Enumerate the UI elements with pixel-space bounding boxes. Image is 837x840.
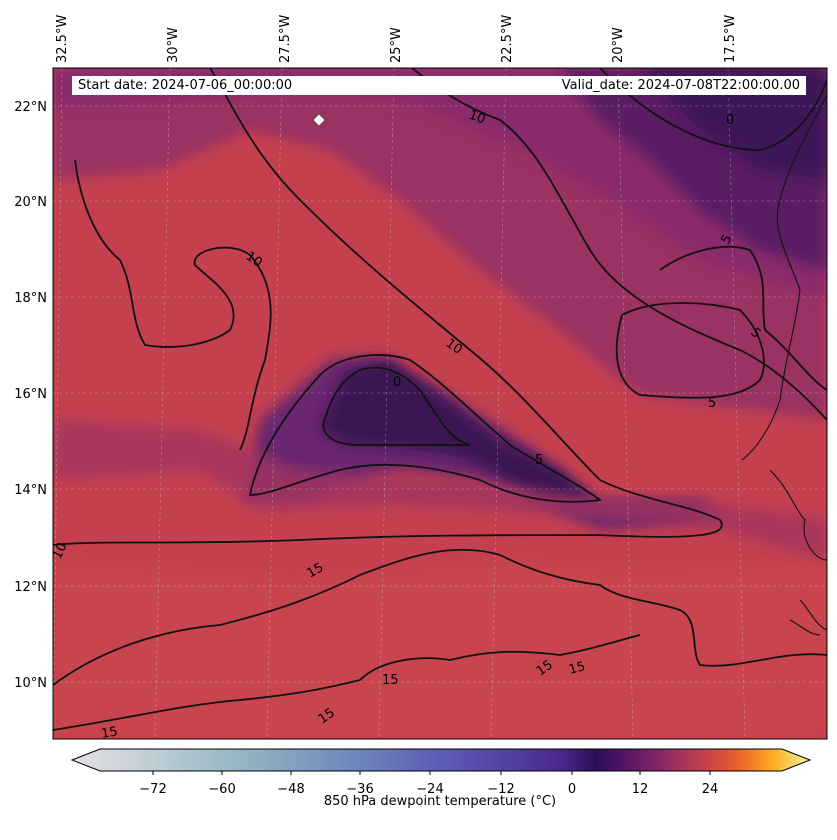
lon-label: 22.5°W (500, 15, 515, 63)
lon-label: 20°W (611, 27, 626, 63)
colorbar-tick-label: 0 (568, 782, 576, 797)
colorbar-tick-label: −48 (277, 782, 304, 797)
colorbar-tick-label: −36 (346, 782, 373, 797)
contour-label: 10 (50, 540, 71, 561)
latitude-labels: 22°N 20°N 18°N 16°N 14°N 12°N 10°N (14, 100, 47, 691)
lon-label: 32.5°W (55, 15, 70, 63)
map-frame (52, 67, 828, 740)
start-date-text: Start date: 2024-07-06_00:00:00 (78, 78, 293, 93)
colorbar-tick-labels: −72 −60 −48 −36 −24 −12 0 12 24 (139, 782, 718, 797)
valid-date-text: Valid_date: 2024-07-08T22:00:00.00 (561, 78, 800, 93)
contour-label: 10 (467, 108, 488, 128)
lat-label: 18°N (14, 291, 47, 306)
dewpoint-field (53, 68, 827, 739)
colorbar-ticks (152, 771, 711, 775)
lon-label: 17.5°W (723, 15, 738, 63)
gridlines (53, 68, 827, 739)
colorbar-tick-label: −12 (487, 782, 514, 797)
date-banner: Start date: 2024-07-06_00:00:00 Valid_da… (72, 76, 806, 95)
contour-label: 15 (567, 659, 587, 678)
contours (53, 68, 827, 731)
colorbar-tick-label: −24 (416, 782, 443, 797)
colorbar-tick-label: −60 (208, 782, 235, 797)
lon-label: 27.5°W (278, 15, 293, 63)
longitude-labels: 32.5°W 30°W 27.5°W 25°W 22.5°W 20°W 17.5… (55, 15, 738, 63)
contour-label: 15 (100, 724, 119, 742)
lat-label: 12°N (14, 580, 47, 595)
contour-label: 0 (393, 375, 401, 390)
location-marker-icon (312, 113, 326, 127)
colorbar-tick-label: 12 (632, 782, 649, 797)
lat-label: 16°N (14, 387, 47, 402)
colorbar-label: 850 hPa dewpoint temperature (°C) (324, 794, 556, 809)
coastline (741, 94, 827, 636)
lat-label: 10°N (14, 676, 47, 691)
lat-label: 20°N (14, 195, 47, 210)
contour-label: 15 (382, 673, 399, 688)
lon-label: 25°W (389, 27, 404, 63)
colorbar-tick-label: −72 (139, 782, 166, 797)
contour-label: 15 (305, 560, 327, 581)
contour-label: 0 (726, 113, 734, 128)
colorbar: −72 −60 −48 −36 −24 −12 0 12 24 850 hPa … (70, 748, 812, 809)
contour-label: 5 (535, 453, 543, 468)
contour-label: 5 (708, 396, 716, 411)
contour-labels: 10 0 10 10 0 5 5 5 5 10 15 15 15 15 15 1… (50, 108, 764, 742)
colorbar-tick-label: 24 (702, 782, 719, 797)
lat-label: 14°N (14, 483, 47, 498)
lon-label: 30°W (166, 27, 181, 63)
lat-label: 22°N (14, 100, 47, 115)
